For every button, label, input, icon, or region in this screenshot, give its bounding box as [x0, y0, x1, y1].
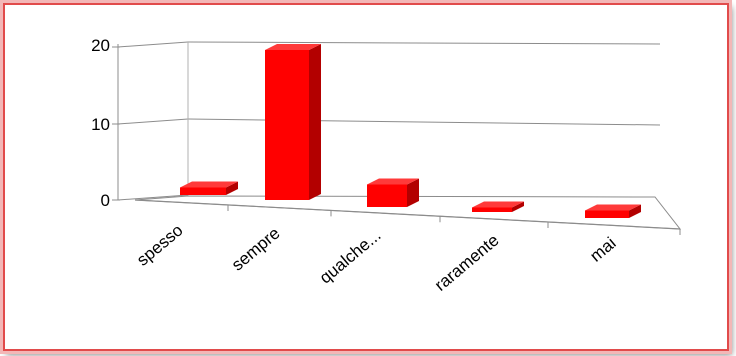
- chart-frame: [3, 3, 729, 351]
- bar-top: [367, 178, 419, 185]
- y-tick-label: 20: [91, 36, 110, 55]
- bar-front: [585, 210, 629, 218]
- bar: [180, 181, 238, 195]
- bar-top: [472, 201, 524, 208]
- bar-top: [265, 44, 321, 50]
- bar: [585, 204, 641, 218]
- bar-top: [585, 204, 641, 211]
- category-label: sempre: [228, 224, 284, 275]
- gridline-side: [117, 41, 189, 48]
- bar-side: [512, 201, 524, 212]
- chart-grid: [112, 41, 682, 235]
- bar-side: [629, 204, 641, 218]
- bar-side: [226, 181, 238, 195]
- category-label: qualche...: [316, 226, 385, 288]
- x-axis-labels: spesso sempre qualche... raramente mai: [133, 221, 619, 295]
- bar-front: [180, 187, 226, 195]
- gridline: [187, 41, 661, 45]
- bar: [265, 44, 321, 200]
- gridline-side: [117, 194, 189, 201]
- gridline-side: [117, 118, 189, 125]
- bar-top: [180, 181, 238, 188]
- bar: [367, 178, 419, 207]
- y-tick-label: 10: [91, 115, 110, 134]
- y-tick-label: 0: [101, 191, 110, 210]
- bar-front: [265, 50, 309, 200]
- bar: [472, 201, 524, 212]
- category-label: mai: [586, 234, 619, 266]
- bar-side: [309, 44, 321, 200]
- bar-front: [367, 184, 407, 207]
- chart-bars: [180, 44, 641, 218]
- bar-front: [472, 207, 512, 212]
- category-label: raramente: [431, 231, 503, 295]
- y-axis-ticks: 0 10 20: [91, 36, 110, 210]
- x-axis-line: [134, 199, 681, 230]
- gridline: [187, 118, 661, 126]
- category-label: spesso: [133, 221, 186, 270]
- bar-side: [407, 178, 419, 207]
